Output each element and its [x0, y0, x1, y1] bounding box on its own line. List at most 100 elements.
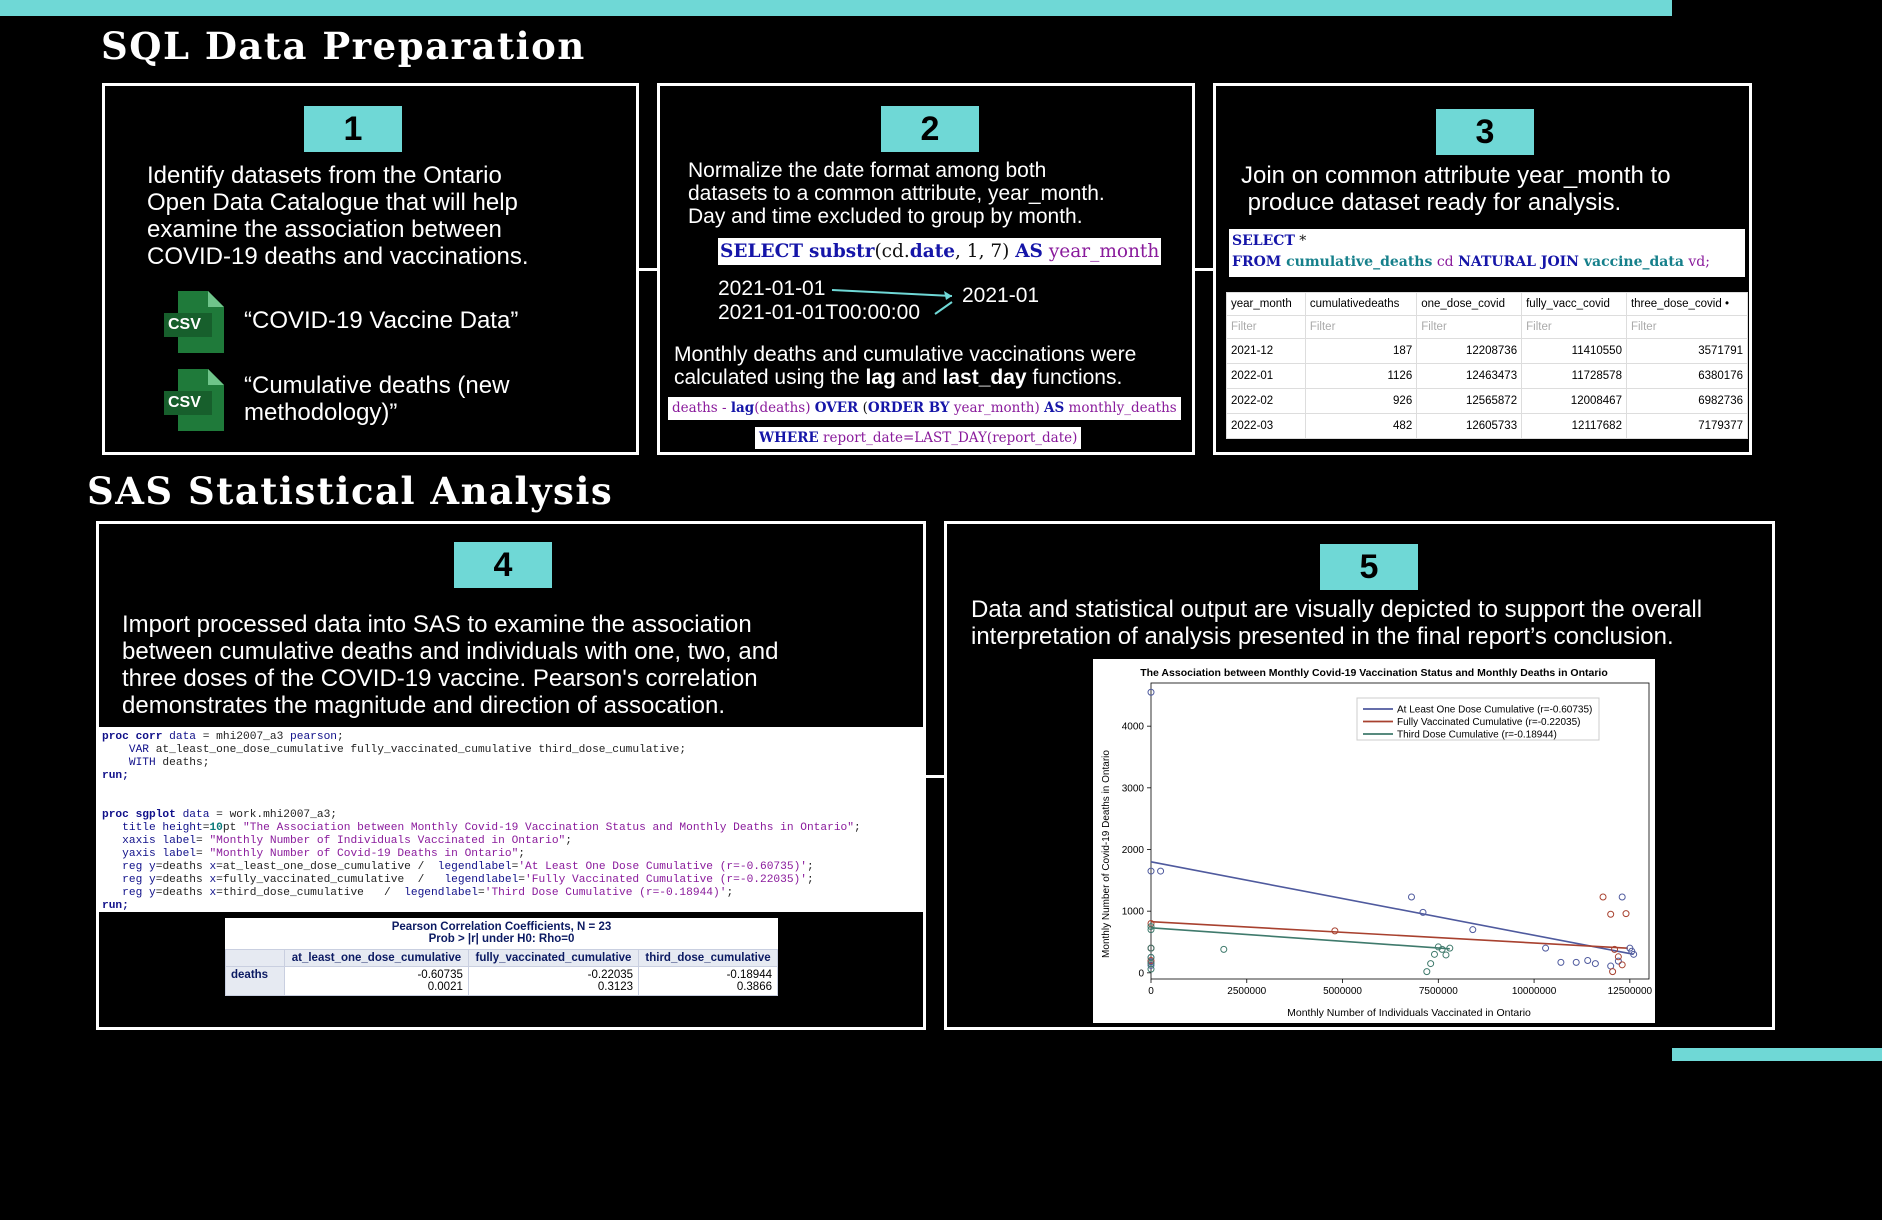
pearson-cell: -0.22035 0.3123 [467, 966, 640, 996]
column-header[interactable]: cumulativedeaths [1304, 292, 1418, 316]
chart-title: The Association between Monthly Covid-19… [1140, 667, 1608, 679]
date-input-2: 2021-01-01T00:00:00 [718, 301, 920, 324]
sql-text: * [1294, 233, 1307, 249]
filter-input[interactable]: Filter [1625, 315, 1749, 339]
where-sql-snippet: WHERE report_date=LAST_DAY(report_date) [755, 427, 1082, 449]
sql-text: monthly_deaths [1064, 400, 1177, 416]
table-row: 2022-02 926 12565872 12008467 6982736 [1226, 388, 1749, 414]
step1-line: examine the association between [147, 216, 502, 243]
sas-keyword: xaxis [102, 835, 156, 847]
column-header[interactable]: three_dose_covid • [1625, 292, 1749, 316]
table-cell: 12605733 [1416, 413, 1523, 439]
sas-option: y [142, 861, 156, 873]
step5-description: Data and statistical output are visually… [971, 596, 1761, 650]
step1-description: Identify datasets from the Ontario Open … [147, 162, 627, 270]
dataset-deaths: “Cumulative deaths (new methodology)” [244, 372, 509, 426]
sql-function: substr [808, 241, 875, 262]
filter-input[interactable]: Filter [1416, 315, 1523, 339]
table-cell: 3571791 [1625, 338, 1749, 364]
table-cell: 926 [1304, 388, 1418, 414]
sas-string: 'Third Dose Cumulative (r=-0.18944)' [484, 887, 727, 899]
data-point [1469, 926, 1477, 934]
sas-text: =fully_vaccinated_cumulative / [216, 874, 445, 886]
sql-keyword: FROM [1232, 254, 1282, 270]
sas-text: at_least_one_dose_cumulative fully_vacci… [149, 744, 687, 756]
pearson-p-value: 0.0021 [427, 981, 463, 993]
data-point [1584, 957, 1592, 964]
data-point [1609, 968, 1617, 976]
legend-entry: At Least One Dose Cumulative (r=-0.60735… [1397, 705, 1592, 716]
sas-keyword: run; [102, 900, 129, 912]
sas-option: x [209, 874, 217, 886]
sas-text: = [478, 887, 485, 899]
csv-icon-label: CSV [168, 394, 201, 411]
data-point [1618, 961, 1626, 969]
data-point [1438, 945, 1446, 953]
sas-keyword: reg [102, 874, 143, 886]
sql-text: deaths - [672, 400, 731, 416]
sas-text: = [511, 861, 519, 873]
substr-sql-snippet: SELECT substr(cd.date, 1, 7) AS year_mon… [718, 238, 1162, 265]
sql-keyword: AS [1015, 241, 1043, 262]
column-header[interactable]: one_dose_covid [1416, 292, 1523, 316]
sas-keyword: proc corr [102, 731, 163, 743]
sql-keyword: AS [1044, 400, 1065, 416]
column-header[interactable]: year_month [1226, 292, 1306, 316]
step5-line: interpretation of analysis presented in … [971, 623, 1674, 650]
pearson-column-header: third_dose_cumulative [638, 949, 778, 967]
plot-frame [1150, 682, 1650, 980]
filter-input[interactable]: Filter [1521, 315, 1627, 339]
legend-entry: Third Dose Cumulative (r=-0.18944) [1397, 730, 1557, 741]
connector-2-3 [1193, 268, 1215, 271]
table-row: 2021-12 187 12208736 11410550 3571791 [1226, 338, 1749, 364]
data-point [1442, 951, 1450, 959]
filter-input[interactable]: Filter [1226, 315, 1306, 339]
data-point [1147, 957, 1155, 964]
step5-line: Data and statistical output are visually… [971, 596, 1703, 623]
step1-badge: 1 [304, 106, 402, 152]
sql-keyword: OVER [814, 400, 859, 416]
sas-text: data [162, 731, 197, 743]
filter-input[interactable]: Filter [1304, 315, 1418, 339]
sql-column: date [909, 241, 956, 262]
data-point [1147, 961, 1155, 969]
pearson-column-header: at_least_one_dose_cumulative [284, 949, 469, 967]
joined-dataset-table: year_month cumulativedeaths one_dose_cov… [1226, 292, 1749, 439]
step5-badge: 5 [1320, 544, 1418, 590]
sas-keyword: yaxis [102, 848, 156, 860]
data-point [1622, 910, 1630, 918]
sas-keyword: reg [102, 887, 143, 899]
data-point [1599, 893, 1607, 901]
sql-section-title: SQL Data Preparation [101, 24, 586, 68]
dataset-vaccine: “COVID-19 Vaccine Data” [244, 307, 519, 334]
sas-string: "Monthly Number of Individuals Vaccinate… [209, 835, 566, 847]
table-cell: 6982736 [1625, 388, 1749, 414]
bottom-accent-bar [1672, 1048, 1882, 1061]
step3-panel: 3 Join on common attribute year_month to… [1213, 83, 1752, 455]
dataset-deaths-line: methodology)” [244, 399, 398, 426]
data-point [1331, 927, 1339, 935]
sas-string: 'Fully Vaccinated Cumulative (r=-0.22035… [525, 874, 807, 886]
data-point [1607, 910, 1615, 918]
dataset-deaths-line: “Cumulative deaths (new [244, 372, 510, 399]
sql-alias: year_month [1048, 241, 1160, 262]
pearson-row: deaths -0.60735 0.0021 -0.22035 0.3123 -0.… [225, 966, 778, 996]
step4-description: Import processed data into SAS to examin… [122, 611, 912, 719]
data-point [1542, 944, 1550, 952]
chart-points [1147, 688, 1638, 976]
pearson-r-value: -0.18944 [726, 969, 772, 981]
data-point [1220, 945, 1228, 953]
sas-option: label [155, 848, 197, 860]
sql-alias: vd; [1683, 254, 1710, 270]
table-cell: 11728578 [1521, 363, 1627, 389]
column-header[interactable]: fully_vacc_covid [1521, 292, 1627, 316]
x-tick-label: 5000000 [1323, 986, 1362, 997]
y-tick-label: 1000 [1122, 907, 1145, 918]
sas-option: legendlabel [404, 887, 479, 899]
data-point [1147, 867, 1155, 875]
step4-panel: 4 Import processed data into SAS to exam… [96, 521, 926, 1030]
pearson-cell: -0.60735 0.0021 [284, 966, 469, 996]
sas-text: ; [518, 848, 525, 860]
top-accent-bar [0, 0, 1672, 16]
sas-text: =deaths [155, 887, 210, 899]
